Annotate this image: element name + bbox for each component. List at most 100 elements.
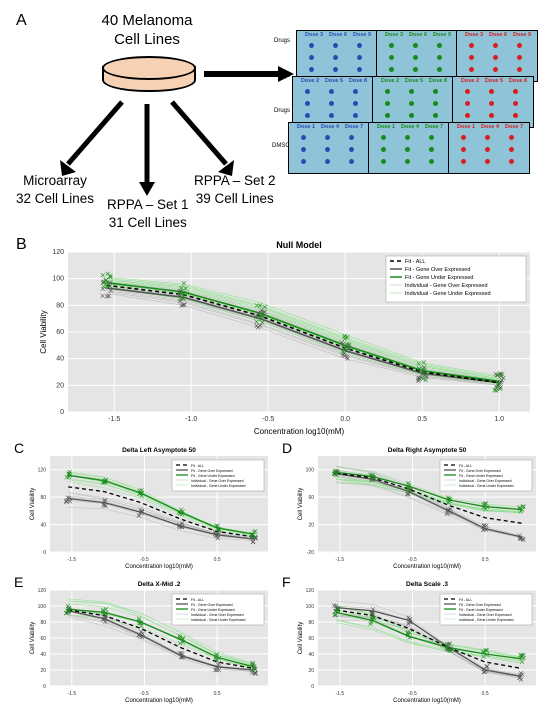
svg-text:Cell Viability: Cell Viability	[30, 622, 36, 655]
svg-text:Individual - Gene Under Expres: Individual - Gene Under Expressed	[459, 484, 514, 488]
svg-text:Cell Viability: Cell Viability	[298, 488, 304, 521]
svg-text:Fit - Gene Over Expressed: Fit - Gene Over Expressed	[191, 469, 233, 473]
svg-text:20: 20	[56, 382, 64, 389]
svg-text:100: 100	[306, 468, 315, 474]
svg-text:0.0: 0.0	[340, 416, 350, 423]
svg-text:-1.5: -1.5	[335, 691, 344, 697]
svg-text:Individual - Gene Over Express: Individual - Gene Over Expressed	[191, 613, 244, 617]
svg-text:0: 0	[43, 550, 46, 556]
svg-text:Fit - Gene Under Expressed: Fit - Gene Under Expressed	[191, 608, 235, 612]
svg-text:60: 60	[308, 636, 314, 642]
svg-text:Fit - Gene Over Expressed: Fit - Gene Over Expressed	[459, 469, 501, 473]
svg-text:Individual - Gene Under Expres: Individual - Gene Under Expressed	[459, 618, 514, 622]
panel-f-chart: -1.5-0.50.5020406080100120Delta Scale .3…	[292, 576, 540, 704]
panel-e-chart: -1.5-0.50.5020406080100120Delta X-Mid .2…	[24, 576, 272, 704]
svg-text:0: 0	[311, 684, 314, 690]
svg-text:0: 0	[43, 684, 46, 690]
svg-text:80: 80	[308, 620, 314, 626]
panel-a: A 40 MelanomaCell Lines Dose 3Dose 6Dose…	[12, 12, 538, 232]
svg-text:1.0: 1.0	[494, 416, 504, 423]
svg-text:Fit - ALL: Fit - ALL	[459, 464, 472, 468]
small-panels-grid: C -1.5 -0.5 0.5 0 40 80 120 Delta Left Asymptote…	[12, 442, 538, 704]
panel-d-chart: -1.5-0.50.5-202060100Delta Right Asympto…	[292, 442, 540, 570]
svg-text:100: 100	[38, 604, 47, 610]
svg-text:0.5: 0.5	[214, 557, 221, 563]
plates-grid: Dose 3Dose 6Dose 9Dose 3Dose 6Dose 9Dose…	[296, 24, 536, 174]
well-plate: Dose 3Dose 6Dose 9	[296, 30, 378, 82]
well-plate: Dose 2Dose 5Dose 8	[292, 76, 374, 128]
svg-text:60: 60	[308, 495, 314, 501]
svg-text:Fit - ALL: Fit - ALL	[405, 259, 425, 265]
svg-text:Concentration log10(mM): Concentration log10(mM)	[393, 698, 461, 704]
svg-text:Fit - Gene Over Expressed: Fit - Gene Over Expressed	[191, 603, 233, 607]
svg-text:-1.5: -1.5	[335, 557, 344, 563]
svg-text:Individual - Gene Over Express: Individual - Gene Over Expressed	[191, 479, 244, 483]
svg-text:60: 60	[56, 329, 64, 336]
svg-text:Individual - Gene Under Expres: Individual - Gene Under Expressed	[191, 484, 246, 488]
svg-text:60: 60	[40, 636, 46, 642]
well-plate: Dose 3Dose 6Dose 9	[376, 30, 458, 82]
panel-label: C	[14, 440, 24, 456]
svg-text:100: 100	[52, 276, 64, 283]
svg-text:0: 0	[60, 409, 64, 416]
panel-d: D-1.5-0.50.5-202060100Delta Right Asympt…	[280, 442, 540, 570]
svg-text:Individual - Gene Under Expres: Individual - Gene Under Expressed	[191, 618, 246, 622]
svg-text:20: 20	[308, 523, 314, 529]
downstream-label: Microarray32 Cell Lines	[16, 172, 94, 207]
well-plate: Dose 3Dose 6Dose 9	[456, 30, 538, 82]
svg-text:80: 80	[40, 620, 46, 626]
svg-text:40: 40	[40, 523, 46, 529]
panel-b: B -1.5-1.0-0.50.00.51.0020406080100120Nu…	[12, 236, 538, 436]
svg-text:Delta X-Mid .2: Delta X-Mid .2	[138, 581, 181, 588]
svg-text:Concentration log10(mM): Concentration log10(mM)	[125, 564, 193, 570]
svg-text:Delta Left Asymptote 50: Delta Left Asymptote 50	[122, 447, 196, 454]
panel-c: C-1.5-0.50.504080120Delta Left Asymptote…	[12, 442, 272, 570]
well-plate: Dose 2Dose 5Dose 8	[372, 76, 454, 128]
svg-text:0.5: 0.5	[417, 416, 427, 423]
svg-text:20: 20	[40, 668, 46, 674]
well-plate: Dose 2Dose 5Dose 8	[452, 76, 534, 128]
svg-text:Fit - Gene Under Expressed: Fit - Gene Under Expressed	[459, 474, 503, 478]
plate-row-label: Drugs	[268, 108, 290, 114]
panel-e: E-1.5-0.50.5020406080100120Delta X-Mid .…	[12, 576, 272, 704]
svg-text:80: 80	[56, 302, 64, 309]
panel-b-label: B	[16, 236, 27, 254]
downstream-label: RPPA – Set 131 Cell Lines	[107, 196, 189, 231]
panel-label: E	[14, 574, 23, 590]
svg-text:-20: -20	[307, 550, 314, 556]
svg-text:120: 120	[306, 588, 315, 594]
figure-root: A 40 MelanomaCell Lines Dose 3Dose 6Dose…	[12, 12, 538, 704]
svg-text:Cell Viability: Cell Viability	[30, 488, 36, 521]
svg-text:80: 80	[40, 495, 46, 501]
svg-text:20: 20	[308, 668, 314, 674]
panel-b-chart: -1.5-1.0-0.50.00.51.0020406080100120Null…	[30, 236, 538, 436]
svg-text:-0.5: -0.5	[408, 691, 417, 697]
downstream-label: RPPA – Set 239 Cell Lines	[194, 172, 276, 207]
svg-text:Individual - Gene Over Express: Individual - Gene Over Expressed	[459, 479, 512, 483]
svg-text:Fit - ALL: Fit - ALL	[459, 598, 472, 602]
svg-text:0.5: 0.5	[214, 691, 221, 697]
svg-text:Concentration log10(mM): Concentration log10(mM)	[125, 698, 193, 704]
panel-c-chart: -1.5-0.50.504080120Delta Left Asymptote …	[24, 442, 272, 570]
svg-text:120: 120	[38, 588, 47, 594]
svg-text:Fit - Gene Under Expressed: Fit - Gene Under Expressed	[459, 608, 503, 612]
svg-text:Cell Viability: Cell Viability	[39, 310, 48, 353]
well-plate: Dose 1Dose 4Dose 7	[368, 122, 450, 174]
svg-text:Cell Viability: Cell Viability	[298, 622, 304, 655]
svg-text:-1.5: -1.5	[67, 557, 76, 563]
svg-text:120: 120	[52, 249, 64, 256]
svg-text:Individual - Gene Over Express: Individual - Gene Over Expressed	[405, 283, 488, 289]
panel-label: D	[282, 440, 292, 456]
svg-text:-0.5: -0.5	[262, 416, 274, 423]
plate-row-label: DMSO	[268, 143, 290, 149]
plate-row-label: Drugs	[268, 38, 290, 44]
svg-text:-1.5: -1.5	[108, 416, 120, 423]
svg-text:-0.5: -0.5	[408, 557, 417, 563]
svg-text:Delta Scale .3: Delta Scale .3	[406, 581, 448, 588]
panel-f: F-1.5-0.50.5020406080100120Delta Scale .…	[280, 576, 540, 704]
svg-text:-0.5: -0.5	[140, 691, 149, 697]
svg-text:Concentration log10(mM): Concentration log10(mM)	[393, 564, 461, 570]
svg-text:Fit - Gene Over Expressed: Fit - Gene Over Expressed	[459, 603, 501, 607]
svg-text:Fit - Gene Under Expressed: Fit - Gene Under Expressed	[405, 275, 473, 281]
panel-label: F	[282, 574, 291, 590]
